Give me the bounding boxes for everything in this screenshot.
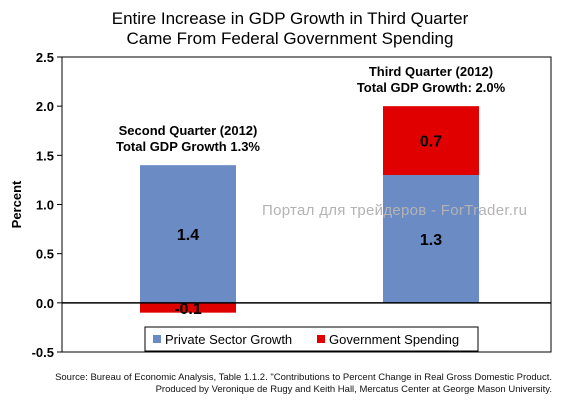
legend-swatch-government <box>317 335 325 343</box>
source-note-line2: Produced by Veronique de Rugy and Keith … <box>155 384 552 395</box>
y-tick-label: 2.0 <box>36 99 54 114</box>
legend-box <box>144 326 479 352</box>
bar-government-2 <box>383 106 479 175</box>
y-tick-label: 2.5 <box>36 50 54 65</box>
y-tick-label: 0.5 <box>36 247 54 262</box>
legend-swatch-private <box>153 335 161 343</box>
data-label-private-2: 1.3 <box>420 232 442 249</box>
y-axis-label: Percent <box>9 180 24 228</box>
y-tick-label: -0.5 <box>32 345 54 360</box>
data-label-government-2: 0.7 <box>420 134 442 151</box>
data-label-government-1: -0.1 <box>174 301 202 318</box>
data-label-private-1: 1.4 <box>177 227 199 244</box>
legend-label-government: Government Spending <box>329 332 459 347</box>
legend-label-private: Private Sector Growth <box>165 332 292 347</box>
bar-private-2 <box>383 175 479 303</box>
category-label-2: Third Quarter (2012) <box>369 64 493 79</box>
y-tick-label: 1.5 <box>36 148 54 163</box>
chart-title-line1: Entire Increase in GDP Growth in Third Q… <box>111 9 469 28</box>
category-total-1: Total GDP Growth 1.3% <box>116 139 260 154</box>
bar-government-1 <box>140 302 236 313</box>
y-tick-label: 0.0 <box>36 296 54 311</box>
category-label-1: Second Quarter (2012) <box>119 123 258 138</box>
source-note-line1: Source: Bureau of Economic Analysis, Tab… <box>55 372 552 383</box>
bar-private-1 <box>140 165 236 303</box>
watermark-text: Портал для трейдеров - ForTrader.ru <box>262 202 528 219</box>
y-tick-label: 1.0 <box>36 198 54 213</box>
chart-title-line2: Came From Federal Government Spending <box>126 29 454 48</box>
category-total-2: Total GDP Growth: 2.0% <box>357 80 506 95</box>
